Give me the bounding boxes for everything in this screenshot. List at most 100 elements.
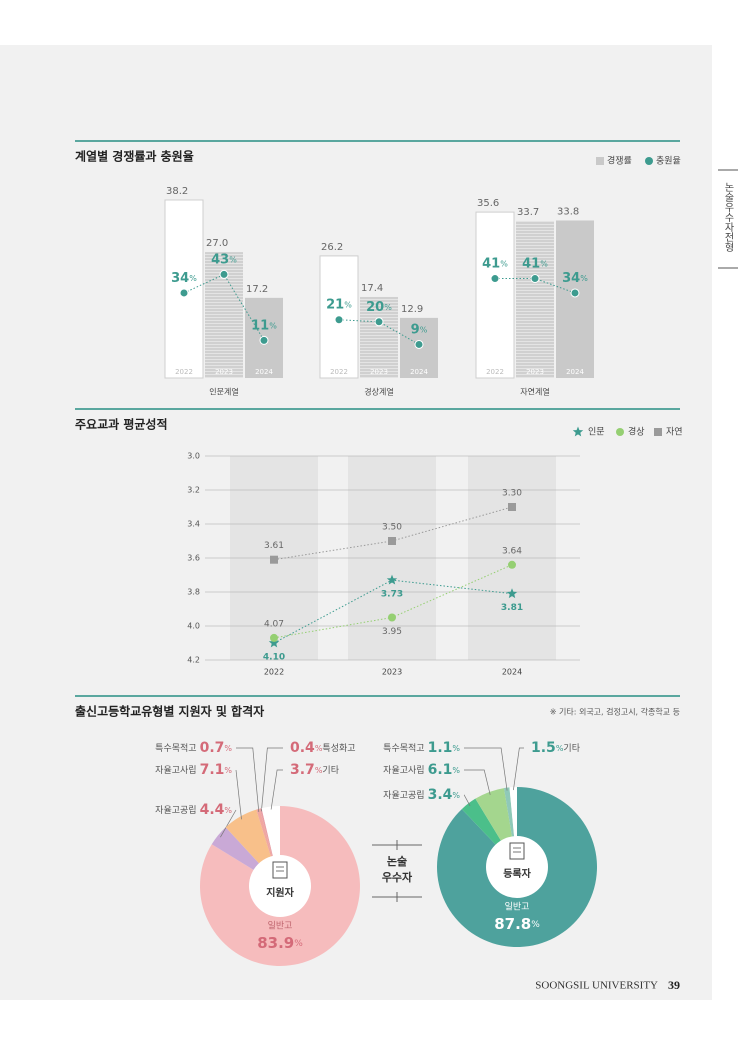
value-label: 3.64 [502, 546, 522, 556]
center-text: 우수자 [382, 870, 413, 884]
x-tick-label: 2023 [382, 668, 402, 677]
icon [509, 842, 525, 860]
legend-swatch [596, 157, 604, 165]
rate-dot [530, 274, 540, 284]
rate-label: 9% [411, 322, 428, 337]
slice-unit: % [556, 744, 564, 753]
leader-line [220, 809, 237, 838]
marker [506, 588, 518, 599]
leader-line [463, 794, 471, 807]
rate-line [183, 273, 265, 341]
rate-dot [259, 335, 269, 345]
rate-value: 20 [366, 299, 384, 314]
slice-unit: % [224, 806, 232, 815]
year-label: 2022 [486, 368, 504, 376]
marker [388, 537, 396, 545]
rate-value: 34 [562, 270, 580, 285]
slice-name: 특수목적고 [383, 742, 424, 754]
main-slice-name: 일반고 [505, 902, 530, 913]
year-label: 2022 [175, 368, 193, 376]
rate-line [338, 319, 420, 345]
rate-unit: % [269, 321, 277, 330]
rate-dot [219, 269, 229, 279]
y-tick-label: 3.0 [187, 452, 200, 461]
y-tick-label: 4.0 [187, 622, 200, 631]
bar-value: 27.0 [206, 238, 228, 249]
marker [508, 503, 516, 511]
rate-dot [334, 315, 344, 325]
pie-name: 등록자 [503, 867, 531, 880]
legend-label: 경상 [628, 426, 645, 438]
slice-unit: % [315, 744, 323, 753]
legend-label: 경쟁률 [607, 155, 632, 167]
center-label: 논술 우수자 [372, 840, 422, 902]
marker [268, 637, 280, 648]
bar [516, 220, 554, 378]
group-label: 인문계열 [209, 387, 238, 397]
slice-unit: % [224, 744, 232, 753]
slice-unit: % [452, 791, 460, 800]
slice-value: 0.7 [200, 740, 225, 756]
pie-center [486, 836, 548, 898]
bar-value: 33.8 [557, 206, 579, 217]
value-label: 4.10 [263, 653, 285, 663]
slice-name: 자율고사립 [155, 765, 196, 776]
slice-name: 특수목적고 [155, 742, 196, 754]
year-label: 2024 [410, 368, 428, 376]
main-slice-name: 일반고 [268, 921, 293, 932]
rate-unit: % [229, 255, 237, 264]
slice-name: 기타 [322, 765, 339, 776]
slice-value: 0.4 [290, 740, 315, 756]
rate-dot [374, 317, 384, 327]
group-label: 자연계열 [520, 387, 549, 397]
slice-value: 7.1 [200, 762, 225, 778]
slice-label: 0.4%특성화고 [290, 740, 356, 756]
slice-value: 6.1 [428, 762, 453, 778]
group-label: 경상계열 [364, 387, 393, 397]
slice-unit: % [452, 766, 460, 775]
rate-dot [179, 288, 189, 298]
slice-unit: % [315, 766, 323, 775]
side-label: 논술우수자전형 [722, 182, 734, 252]
value-label: 3.73 [381, 590, 403, 600]
note: ※ 기타: 외국고, 검정고시, 각종학교 등 [550, 707, 680, 717]
bar [475, 211, 515, 379]
leader-line [513, 747, 524, 791]
slice-label: 특수목적고 0.7% [155, 740, 232, 756]
rate-unit: % [540, 259, 548, 268]
bar-value: 12.9 [401, 304, 423, 315]
rate-dot [570, 288, 580, 298]
rate-label: 41% [522, 256, 548, 271]
rate-label: 21% [326, 297, 352, 312]
slice-value: 4.4 [200, 802, 225, 818]
legend-label: 자연 [666, 427, 683, 438]
rate-label: 43% [211, 252, 237, 267]
year-label: 2022 [330, 368, 348, 376]
value-label: 3.50 [382, 523, 402, 533]
bar [360, 296, 398, 378]
slice-name: 자율고사립 [383, 765, 424, 776]
leader-line [464, 769, 491, 795]
chart-title: 계열별 경쟁률과 충원율 [75, 149, 194, 164]
leader-line [270, 769, 283, 810]
y-tick-label: 3.8 [187, 588, 200, 597]
slice-label: 자율고사립 7.1% [155, 762, 232, 778]
slice-unit: % [452, 744, 460, 753]
rate-value: 43 [211, 252, 229, 267]
bar-value: 17.4 [361, 283, 383, 294]
center-text: 논술 [387, 855, 407, 868]
slice-value: 87.8 [494, 915, 531, 933]
bar-value: 33.7 [517, 207, 539, 218]
year-label: 2024 [566, 368, 584, 376]
footer-page: 39 [668, 978, 680, 992]
legend-swatch [654, 428, 662, 436]
year-label: 2024 [255, 368, 273, 376]
value-label: 3.30 [502, 489, 522, 499]
slice-label: 자율고공립 4.4% [155, 802, 232, 818]
value-label: 3.61 [264, 541, 284, 551]
y-tick-label: 4.2 [187, 656, 200, 665]
rate-value: 21 [326, 297, 344, 312]
footer-university: SOONGSIL UNIVERSITY [535, 980, 658, 992]
leader-line [235, 769, 242, 820]
